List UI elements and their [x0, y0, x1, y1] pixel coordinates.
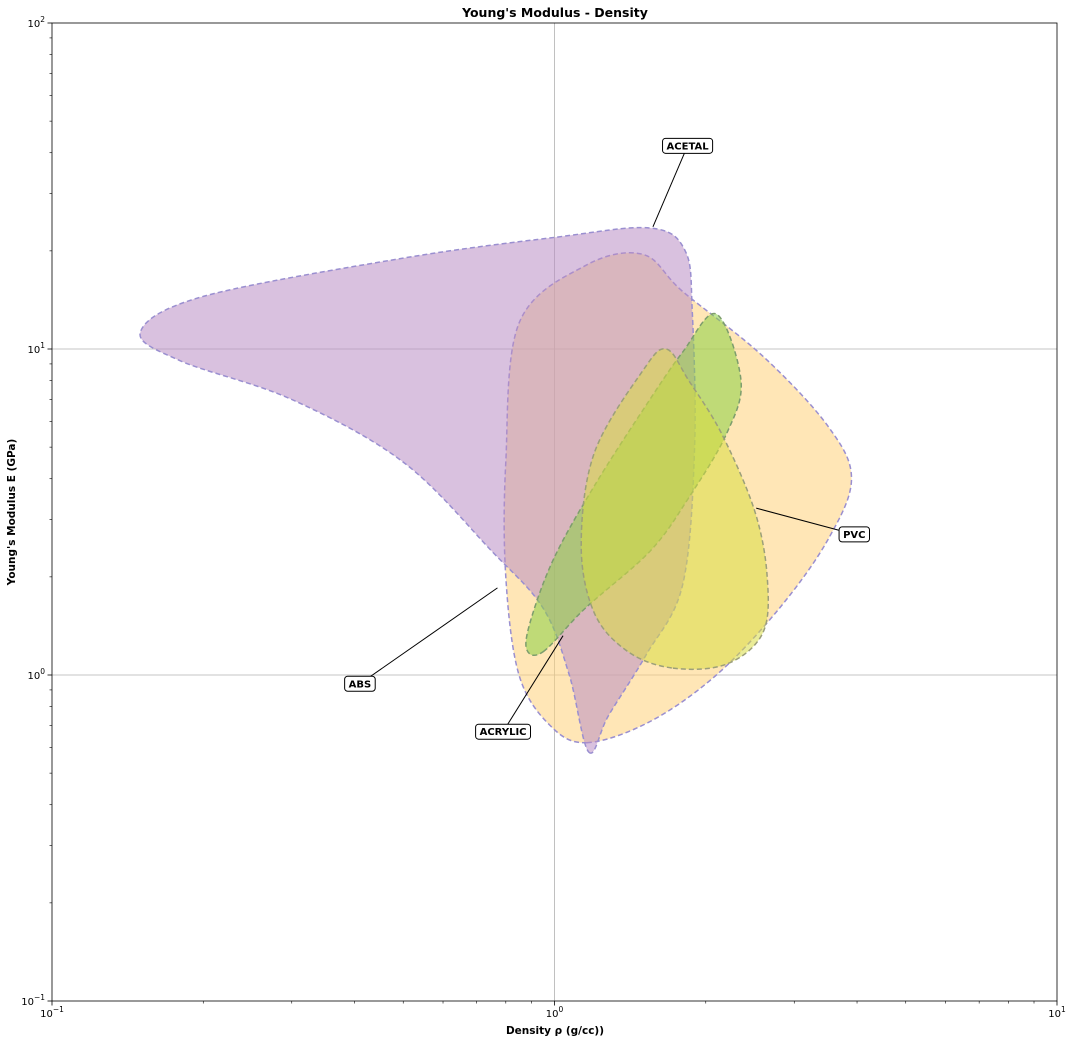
x-tick-label: 100: [546, 1005, 564, 1020]
region-pvc: [580, 347, 770, 671]
chart-title: Young's Modulus - Density: [461, 5, 648, 20]
x-tick-label: 101: [1048, 1005, 1066, 1020]
annotation-pvc: PVC: [838, 526, 871, 543]
leader-line-acetal: [652, 145, 689, 228]
annotation-label-acrylic: ACRYLIC: [480, 727, 527, 738]
annotation-box: [475, 723, 532, 740]
annotation-acetal: ACETAL: [662, 137, 714, 154]
y-tick-label: 100: [27, 667, 45, 682]
x-axis-label: Density ρ (g/cc)): [506, 1025, 604, 1037]
material-regions: [139, 226, 853, 754]
y-axis-ticks: 10−1 100 101 102: [21, 15, 52, 1008]
leader-line-abs: [359, 587, 498, 685]
annotation-box: [662, 137, 714, 154]
annotation-label-acetal: ACETAL: [667, 141, 710, 152]
y-tick-label: 102: [27, 15, 45, 30]
annotation-label-pvc: PVC: [843, 530, 865, 541]
annotation-label-abs: ABS: [349, 679, 372, 690]
annotation-box: [344, 675, 376, 692]
x-axis-ticks: 10−1 100 101: [40, 1001, 1066, 1020]
y-tick-label: 10−1: [21, 993, 45, 1008]
leader-line-acrylic: [502, 635, 564, 732]
annotation-box: [838, 526, 871, 543]
x-tick-label: 10−1: [40, 1005, 64, 1020]
annotation-acrylic: ACRYLIC: [475, 723, 532, 740]
annotations: ABS ACETAL ACRYLIC PVC: [344, 137, 871, 740]
y-axis-label: Young's Modulus E (GPa): [6, 439, 18, 587]
leader-line-pvc: [756, 507, 855, 535]
annotation-abs: ABS: [344, 675, 376, 692]
y-tick-label: 101: [27, 341, 45, 356]
